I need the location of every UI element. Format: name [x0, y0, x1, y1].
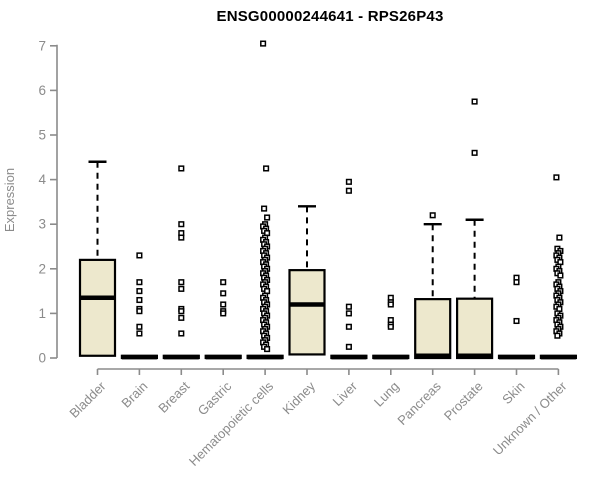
outlier-point: [136, 330, 143, 337]
outlier-point: [553, 174, 560, 181]
outlier-point: [471, 149, 478, 156]
x-tick-label: Prostate: [441, 379, 486, 424]
outlier-point: [220, 310, 227, 317]
y-tick-label: 2: [38, 261, 46, 276]
outlier-point: [557, 272, 564, 279]
box: [456, 297, 494, 360]
outlier-point: [220, 301, 227, 308]
outlier-point: [178, 308, 185, 315]
outlier-point: [345, 323, 352, 330]
y-tick-label: 3: [38, 217, 46, 232]
outlier-point: [345, 187, 352, 194]
outlier-point: [554, 332, 561, 339]
outlier-point: [178, 221, 185, 228]
outlier-point: [136, 323, 143, 330]
outlier-point: [136, 288, 143, 295]
outlier-point: [261, 205, 268, 212]
outlier-point: [345, 303, 352, 310]
x-tick-label: Liver: [329, 378, 360, 409]
outlier-point: [513, 317, 520, 325]
outlier-point: [178, 330, 185, 337]
x-tick-label: Unknown / Other: [490, 378, 570, 458]
outlier-point: [513, 279, 520, 286]
outlier-point: [264, 346, 271, 353]
y-tick-label: 1: [38, 306, 46, 321]
outlier-point: [178, 165, 185, 172]
outlier-point: [387, 301, 394, 308]
outlier-point: [220, 290, 227, 297]
x-tick-label: Bladder: [66, 378, 109, 421]
y-tick-label: 5: [38, 128, 46, 143]
outlier-point: [387, 323, 394, 330]
outlier-point: [260, 40, 267, 47]
outlier-point: [263, 165, 270, 172]
x-tick-label: Kidney: [279, 378, 318, 417]
x-tick-label: Breast: [155, 378, 192, 415]
outlier-point: [178, 234, 185, 241]
outlier-point: [345, 343, 352, 350]
box: [288, 269, 326, 356]
outlier-point: [136, 296, 143, 304]
outlier-point: [471, 98, 478, 105]
x-tick-label: Pancreas: [394, 378, 444, 428]
y-tick-label: 7: [38, 38, 46, 53]
outlier-point: [429, 212, 436, 219]
outlier-point: [556, 234, 563, 241]
box: [414, 298, 452, 360]
x-tick-label: Skin: [499, 379, 527, 407]
y-tick-label: 4: [38, 172, 46, 187]
chart-title: ENSG00000244641 - RPS26P43: [216, 8, 444, 25]
y-tick-label: 6: [38, 83, 46, 98]
outlier-point: [136, 279, 143, 286]
x-tick-label: Lung: [371, 379, 402, 410]
outlier-point: [345, 310, 352, 317]
outlier-point: [345, 178, 352, 185]
outlier-point: [220, 279, 227, 286]
outlier-point: [178, 314, 185, 321]
x-tick-label: Gastric: [195, 378, 235, 418]
y-tick-label: 0: [38, 351, 46, 366]
x-tick-label: Brain: [118, 379, 150, 411]
y-axis-label: Expression: [2, 168, 17, 232]
box: [78, 258, 117, 357]
outlier-point: [178, 285, 185, 292]
outlier-point: [264, 214, 271, 221]
outlier-point: [136, 308, 143, 315]
outlier-point: [136, 252, 143, 259]
outlier-point: [178, 279, 185, 286]
